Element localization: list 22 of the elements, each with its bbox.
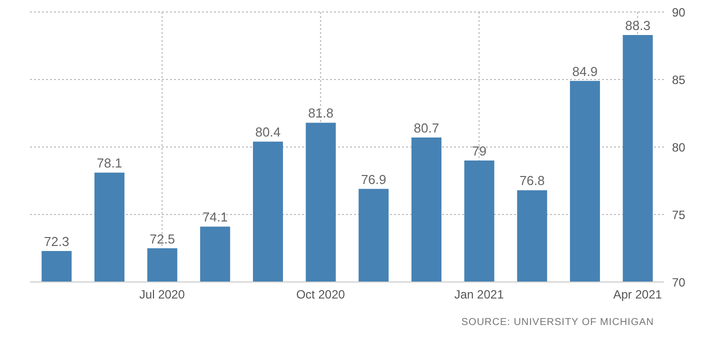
- data-label: 72.3: [44, 234, 70, 249]
- y-tick-label: 85: [672, 72, 686, 87]
- data-label: 76.9: [360, 172, 386, 187]
- data-label: 76.8: [519, 173, 545, 188]
- y-tick-label: 80: [672, 140, 686, 154]
- y-tick-label: 90: [672, 5, 686, 20]
- data-label: 72.5: [150, 231, 175, 246]
- data-label: 74.1: [202, 210, 228, 225]
- x-tick-label: Jan 2021: [454, 288, 504, 302]
- data-label: 80.7: [414, 120, 440, 136]
- x-tick-label: Oct 2020: [296, 288, 346, 302]
- data-label: 79: [472, 144, 487, 158]
- data-label: 78.1: [96, 156, 122, 171]
- x-tick-label: Jul 2020: [139, 288, 186, 302]
- source-note: SOURCE: UNIVERSITY OF MICHIGAN: [461, 317, 654, 328]
- data-label: 80.4: [255, 124, 281, 140]
- data-label: 88.3: [625, 18, 650, 33]
- y-tick-label: 75: [672, 208, 686, 222]
- x-tick-label: Apr 2021: [613, 288, 662, 302]
- y-tick-label: 70: [672, 275, 686, 290]
- data-label: 84.9: [572, 64, 598, 79]
- data-label: 81.8: [308, 106, 334, 121]
